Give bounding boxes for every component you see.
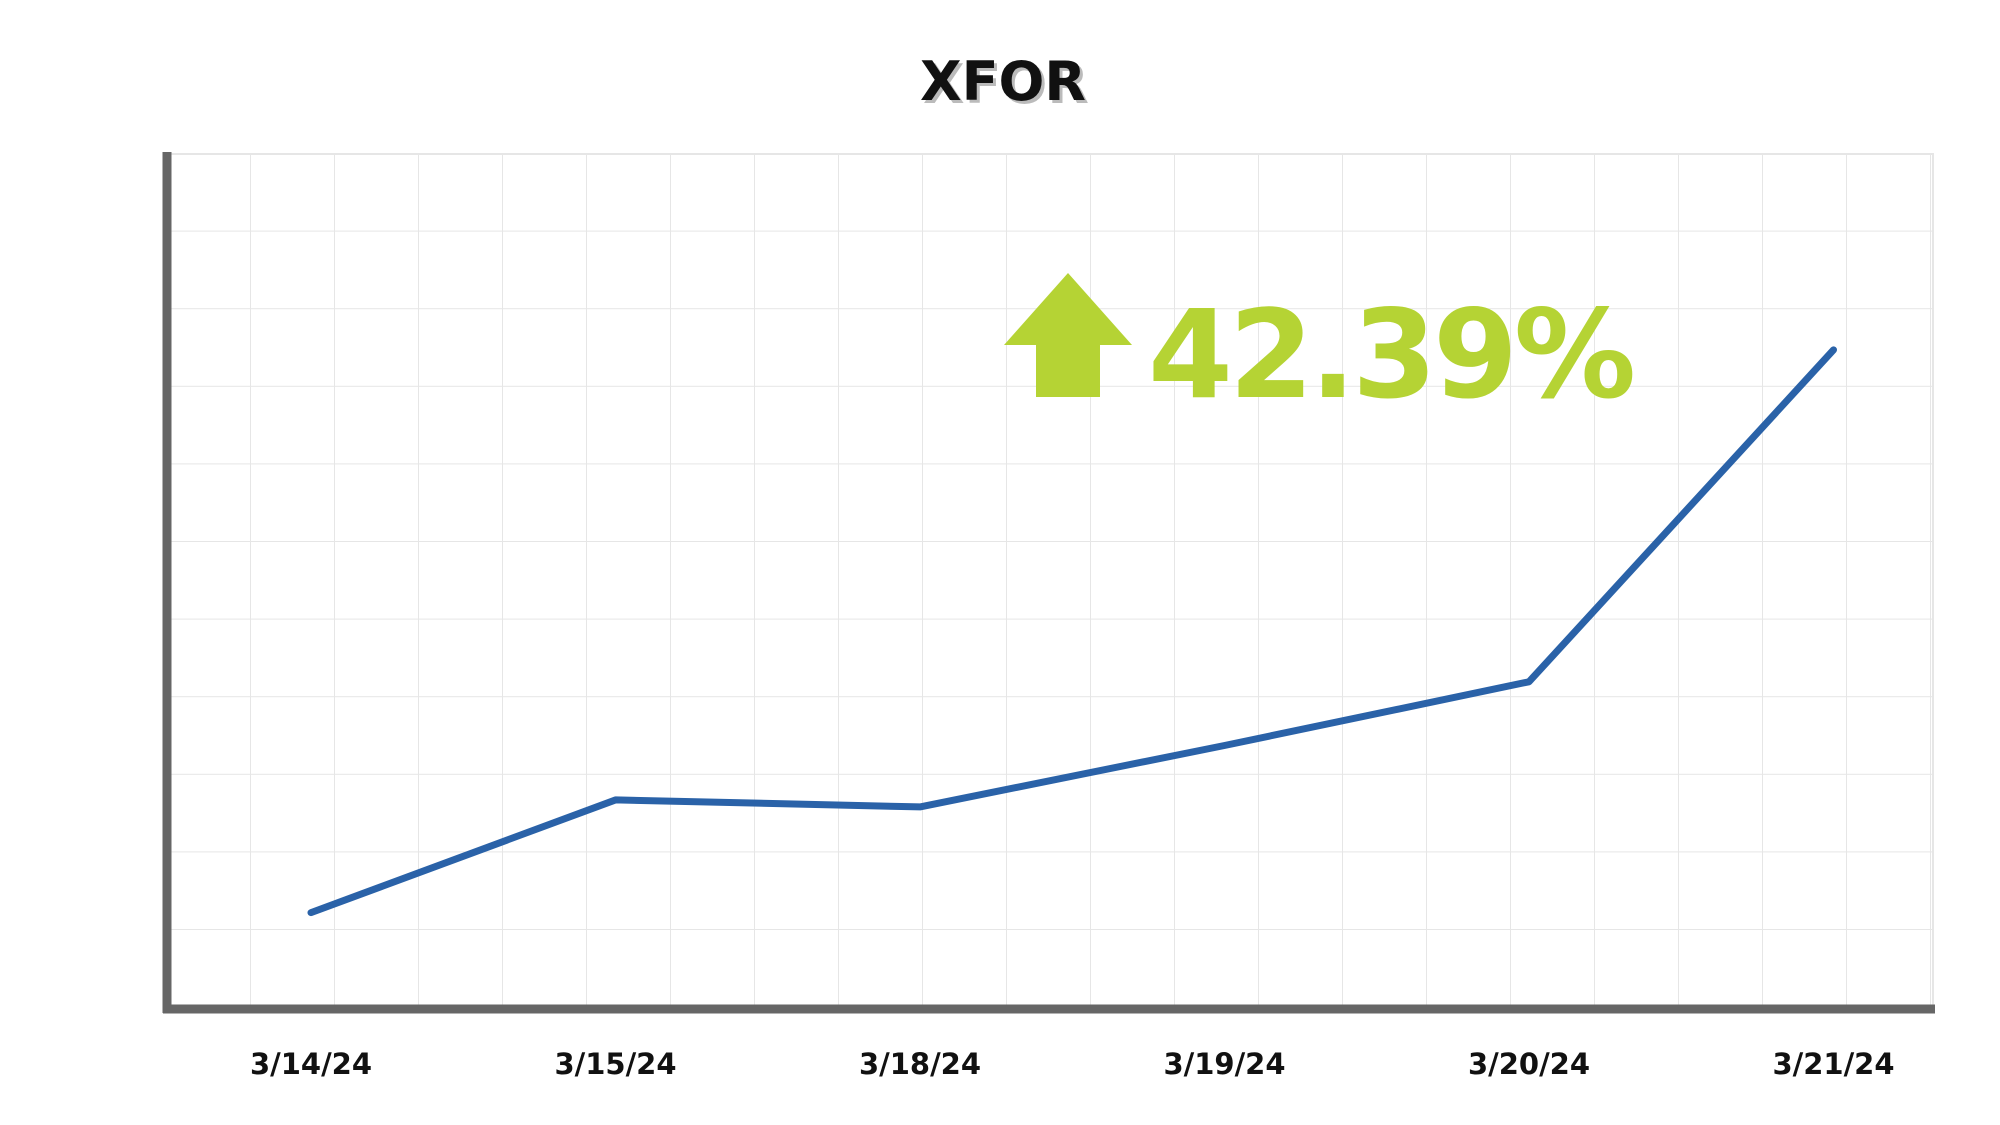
title-shadow: XFOR [923,53,1089,116]
change-annotation: 42.39% [1148,284,1633,426]
chart-title: XFOR [920,50,1086,113]
line [307,346,1837,917]
plot-area [307,346,1837,917]
x-tick-label: 3/15/24 [554,1047,676,1081]
up-arrow-icon [1004,273,1132,397]
x-tick-label: 3/20/24 [1468,1047,1590,1081]
x-tick-label: 3/19/24 [1163,1047,1285,1081]
grid [166,153,1934,1010]
x-tick-label: 3/14/24 [250,1047,372,1081]
x-tick-label: 3/21/24 [1772,1047,1894,1081]
x-tick-label: 3/18/24 [859,1047,981,1081]
